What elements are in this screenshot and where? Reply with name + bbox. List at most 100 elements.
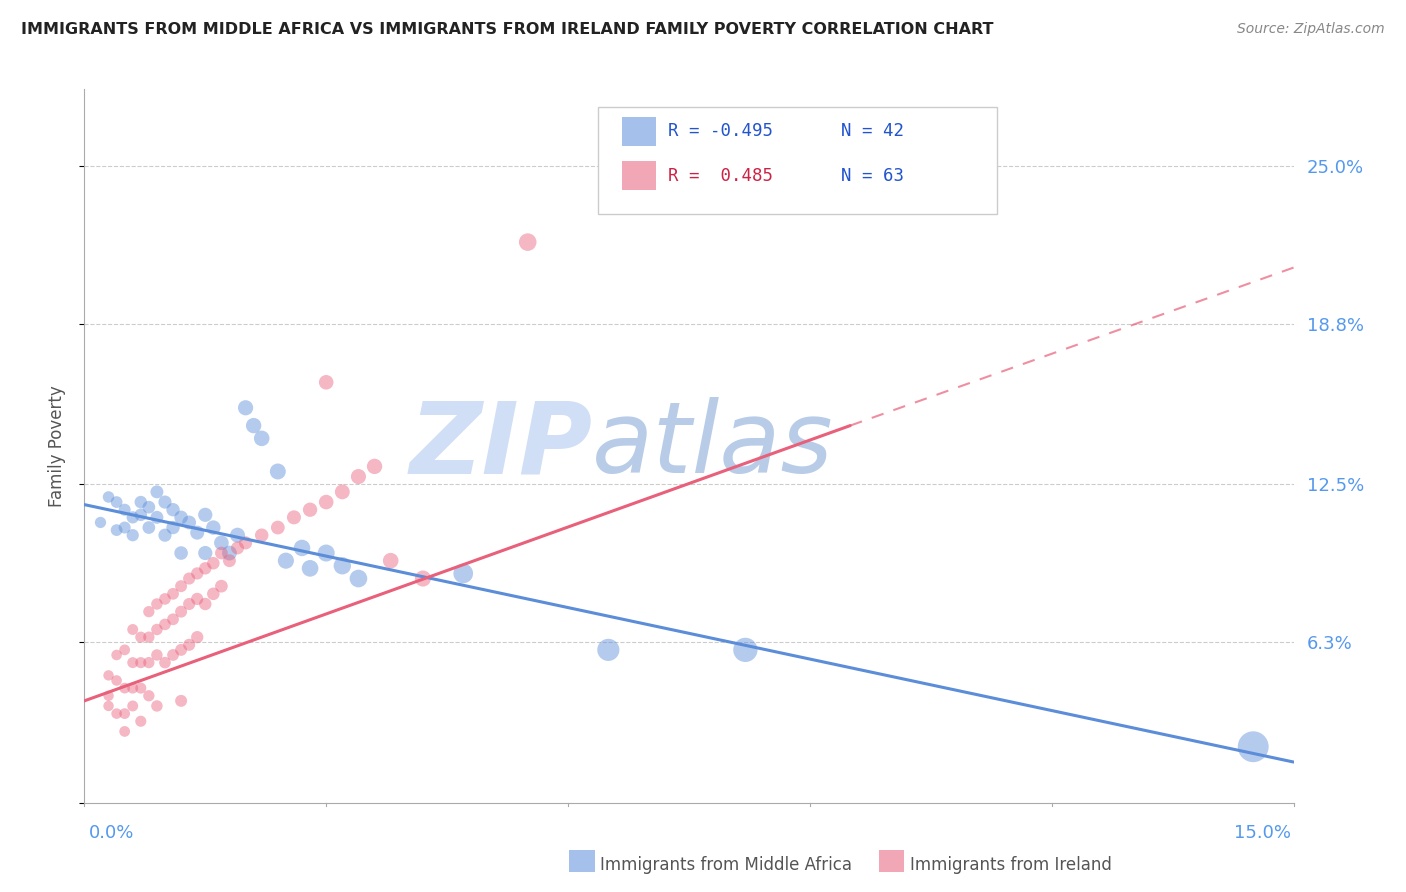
Point (347, 469, 370, 483)
Point (121, 698, 143, 713)
Point (138, 500, 160, 515)
Point (129, 656, 152, 670)
Point (209, 536, 232, 550)
Point (129, 508, 152, 522)
Point (250, 431, 273, 445)
Point (97, 668, 120, 682)
Point (105, 706, 128, 721)
Text: Immigrants from Ireland: Immigrants from Ireland (910, 856, 1112, 874)
Point (299, 561, 322, 575)
Point (162, 587, 184, 601)
Point (451, 566, 474, 581)
Point (162, 520, 184, 534)
Point (138, 605, 160, 619)
Point (97, 490, 120, 504)
Point (97, 698, 120, 713)
Point (129, 495, 152, 509)
Point (315, 495, 337, 509)
Point (162, 502, 184, 516)
Text: N = 63: N = 63 (841, 167, 904, 185)
Point (114, 706, 136, 721)
Point (121, 656, 143, 670)
Point (121, 510, 143, 524)
Point (194, 597, 217, 611)
Point (267, 520, 290, 534)
Point (347, 572, 370, 586)
Text: Source: ZipAtlas.com: Source: ZipAtlas.com (1237, 22, 1385, 37)
Point (330, 558, 353, 573)
Point (218, 546, 240, 560)
Point (97, 689, 120, 703)
Text: R = -0.495: R = -0.495 (668, 122, 773, 140)
Point (114, 724, 136, 739)
Point (114, 502, 136, 516)
Point (186, 591, 208, 606)
Text: atlas: atlas (592, 398, 834, 494)
Point (170, 546, 193, 560)
Point (138, 520, 160, 534)
Point (129, 630, 152, 644)
Text: 0.0%: 0.0% (89, 824, 134, 842)
Point (202, 556, 225, 570)
Point (734, 643, 756, 657)
Point (121, 681, 143, 695)
Point (235, 536, 257, 550)
Point (598, 643, 620, 657)
Point (315, 376, 337, 390)
Point (1241, 739, 1264, 754)
Point (194, 561, 217, 575)
Point (138, 630, 160, 644)
Point (186, 630, 208, 644)
Point (235, 401, 257, 415)
Bar (623, 161, 657, 190)
Text: 15.0%: 15.0% (1233, 824, 1291, 842)
Point (179, 572, 201, 586)
Point (153, 591, 176, 606)
Point (380, 554, 402, 568)
Point (194, 546, 217, 560)
Point (330, 484, 353, 499)
Point (299, 502, 322, 516)
Point (121, 528, 143, 542)
Point (146, 510, 169, 524)
Point (162, 648, 184, 662)
Point (89, 516, 111, 530)
Point (209, 579, 232, 593)
Point (153, 617, 176, 632)
Point (105, 495, 128, 509)
Point (291, 541, 314, 555)
Text: Immigrants from Middle Africa: Immigrants from Middle Africa (600, 856, 852, 874)
Text: IMMIGRANTS FROM MIDDLE AFRICA VS IMMIGRANTS FROM IRELAND FAMILY POVERTY CORRELAT: IMMIGRANTS FROM MIDDLE AFRICA VS IMMIGRA… (21, 22, 994, 37)
Point (138, 689, 160, 703)
Point (226, 528, 249, 542)
Point (153, 495, 176, 509)
Point (218, 554, 240, 568)
Y-axis label: Family Poverty: Family Poverty (48, 385, 66, 507)
Point (146, 648, 169, 662)
Point (170, 579, 193, 593)
Point (202, 520, 225, 534)
Point (267, 465, 290, 479)
Point (105, 673, 128, 688)
Text: N = 42: N = 42 (841, 122, 904, 140)
Bar (879, 850, 904, 872)
Point (186, 525, 208, 540)
Point (412, 572, 434, 586)
Point (146, 484, 169, 499)
Point (202, 587, 225, 601)
Point (194, 508, 217, 522)
Point (105, 523, 128, 537)
Point (179, 638, 201, 652)
Point (146, 597, 169, 611)
Bar (569, 850, 595, 872)
Point (114, 643, 136, 657)
Point (153, 656, 176, 670)
Point (283, 510, 305, 524)
Point (179, 516, 201, 530)
Point (170, 605, 193, 619)
FancyBboxPatch shape (599, 107, 997, 214)
Point (146, 698, 169, 713)
Point (315, 546, 337, 560)
Point (186, 566, 208, 581)
Point (162, 612, 184, 626)
